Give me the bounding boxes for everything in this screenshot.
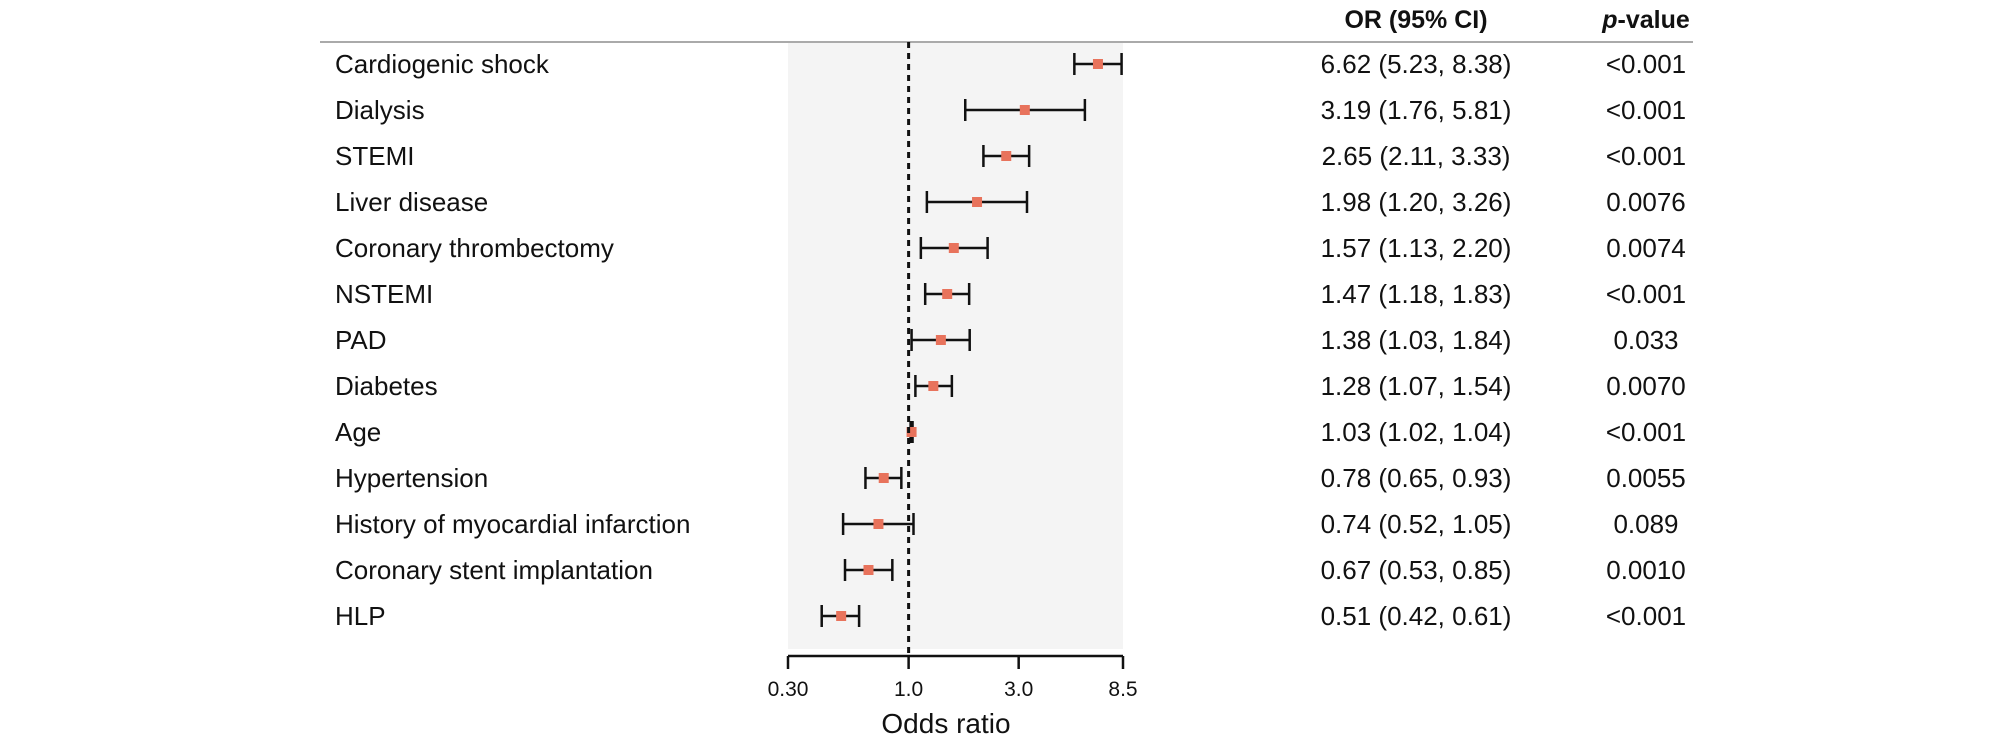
forest-row: History of myocardial infarction 0.74 (0.… bbox=[335, 509, 1679, 539]
row-label: Liver disease bbox=[335, 187, 488, 217]
p-value: <0.001 bbox=[1606, 601, 1686, 631]
row-label: Coronary thrombectomy bbox=[335, 233, 614, 263]
forest-row: Cardiogenic shock 6.62 (5.23, 8.38) <0.001 bbox=[335, 49, 1686, 79]
row-label: Age bbox=[335, 417, 381, 447]
forest-row: Coronary stent implantation 0.67 (0.53, 0… bbox=[335, 555, 1686, 585]
p-value: 0.0074 bbox=[1606, 233, 1686, 263]
p-value: <0.001 bbox=[1606, 95, 1686, 125]
row-label: History of myocardial infarction bbox=[335, 509, 690, 539]
or-ci-value: 1.03 (1.02, 1.04) bbox=[1321, 417, 1512, 447]
or-point-marker bbox=[906, 427, 917, 437]
forest-row: Dialysis 3.19 (1.76, 5.81) <0.001 bbox=[335, 95, 1686, 125]
forest-row: Age 1.03 (1.02, 1.04) <0.001 bbox=[335, 417, 1686, 447]
row-label: PAD bbox=[335, 325, 387, 355]
p-value: <0.001 bbox=[1606, 49, 1686, 79]
or-ci-value: 0.67 (0.53, 0.85) bbox=[1321, 555, 1512, 585]
plot-panel-background bbox=[788, 42, 1123, 649]
or-point-marker bbox=[935, 335, 946, 345]
or-ci-value: 1.98 (1.20, 3.26) bbox=[1321, 187, 1512, 217]
or-ci-value: 2.65 (2.11, 3.33) bbox=[1322, 141, 1511, 171]
row-label: NSTEMI bbox=[335, 279, 433, 309]
or-ci-value: 1.47 (1.18, 1.83) bbox=[1321, 279, 1512, 309]
or-point-marker bbox=[836, 611, 847, 621]
or-ci-value: 1.28 (1.07, 1.54) bbox=[1321, 371, 1512, 401]
p-value-header-rest: -value bbox=[1618, 6, 1690, 34]
forest-row: Hypertension 0.78 (0.65, 0.93) 0.0055 bbox=[335, 463, 1686, 493]
or-ci-value: 1.38 (1.03, 1.84) bbox=[1321, 325, 1512, 355]
or-point-marker bbox=[1001, 151, 1012, 161]
p-value: 0.0055 bbox=[1606, 463, 1686, 493]
or-point-marker bbox=[942, 289, 953, 299]
or-point-marker bbox=[878, 473, 889, 483]
forest-row: STEMI 2.65 (2.11, 3.33) <0.001 bbox=[335, 141, 1686, 171]
p-value: 0.0076 bbox=[1606, 187, 1686, 217]
p-value-header-italic: p bbox=[1601, 6, 1617, 34]
row-label: Hypertension bbox=[335, 463, 488, 493]
p-value: <0.001 bbox=[1606, 279, 1686, 309]
or-ci-column-header: OR (95% CI) bbox=[1344, 6, 1487, 34]
p-value: 0.089 bbox=[1613, 509, 1678, 539]
p-value: 0.0010 bbox=[1606, 555, 1686, 585]
row-label: Diabetes bbox=[335, 371, 438, 401]
or-point-marker bbox=[928, 381, 939, 391]
p-value-column-header: p-value bbox=[1601, 6, 1690, 34]
x-tick-label: 8.5 bbox=[1108, 678, 1137, 701]
forest-row: Coronary thrombectomy 1.57 (1.13, 2.20) 0.… bbox=[335, 233, 1686, 263]
or-ci-value: 0.74 (0.52, 1.05) bbox=[1321, 509, 1512, 539]
row-label: HLP bbox=[335, 601, 386, 631]
forest-row: Diabetes 1.28 (1.07, 1.54) 0.0070 bbox=[335, 371, 1686, 401]
or-ci-value: 0.78 (0.65, 0.93) bbox=[1321, 463, 1512, 493]
forest-row: HLP 0.51 (0.42, 0.61) <0.001 bbox=[335, 601, 1686, 631]
p-value: <0.001 bbox=[1606, 417, 1686, 447]
x-tick-label: 0.30 bbox=[768, 678, 809, 701]
or-ci-value: 6.62 (5.23, 8.38) bbox=[1321, 49, 1512, 79]
or-point-marker bbox=[873, 519, 884, 529]
x-tick-label: 1.0 bbox=[894, 678, 923, 701]
forest-row: NSTEMI 1.47 (1.18, 1.83) <0.001 bbox=[335, 279, 1686, 309]
x-axis-label: Odds ratio bbox=[881, 708, 1010, 739]
or-point-marker bbox=[972, 197, 983, 207]
row-label: Coronary stent implantation bbox=[335, 555, 653, 585]
or-point-marker bbox=[1019, 105, 1030, 115]
or-ci-value: 3.19 (1.76, 5.81) bbox=[1321, 95, 1512, 125]
row-label: STEMI bbox=[335, 141, 414, 171]
rows-layer: Cardiogenic shock 6.62 (5.23, 8.38) <0.001… bbox=[335, 49, 1686, 631]
or-point-marker bbox=[1092, 59, 1103, 69]
or-point-marker bbox=[863, 565, 874, 575]
x-axis: 0.30 1.0 3.0 8.5 bbox=[768, 654, 1138, 701]
forest-row: Liver disease 1.98 (1.20, 3.26) 0.0076 bbox=[335, 187, 1686, 217]
or-ci-value: 0.51 (0.42, 0.61) bbox=[1321, 601, 1512, 631]
row-label: Cardiogenic shock bbox=[335, 49, 550, 79]
row-label: Dialysis bbox=[335, 95, 425, 125]
or-point-marker bbox=[948, 243, 959, 253]
p-value: <0.001 bbox=[1606, 141, 1686, 171]
x-tick-label: 3.0 bbox=[1004, 678, 1033, 701]
forest-row: PAD 1.38 (1.03, 1.84) 0.033 bbox=[335, 325, 1679, 355]
p-value: 0.033 bbox=[1613, 325, 1678, 355]
or-ci-value: 1.57 (1.13, 2.20) bbox=[1321, 233, 1512, 263]
p-value: 0.0070 bbox=[1606, 371, 1686, 401]
